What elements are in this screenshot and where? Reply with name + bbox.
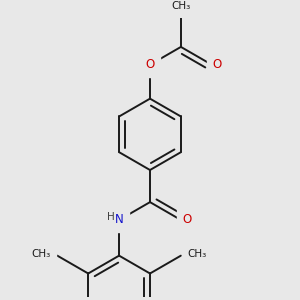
Text: CH₃: CH₃ — [188, 249, 207, 259]
Text: N: N — [115, 214, 124, 226]
Text: CH₃: CH₃ — [171, 1, 190, 10]
Text: O: O — [213, 58, 222, 71]
Text: O: O — [182, 214, 192, 226]
Text: CH₃: CH₃ — [31, 249, 50, 259]
Text: O: O — [146, 58, 154, 71]
Text: H: H — [106, 212, 114, 223]
